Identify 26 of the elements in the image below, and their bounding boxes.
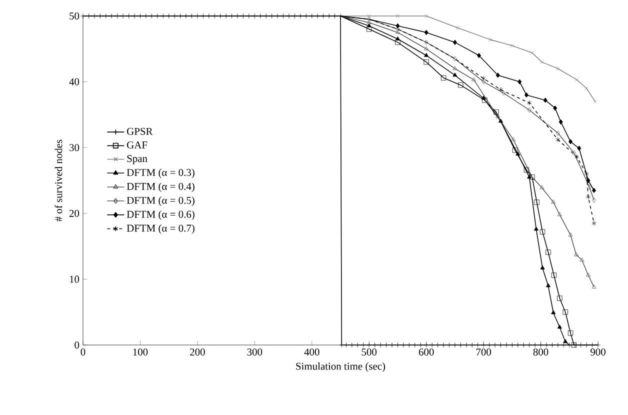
y-tick-label: 0 (74, 341, 80, 349)
x-tick-label: 300 (247, 348, 262, 356)
legend-label: DFTM (α = 0.4) (126, 182, 194, 192)
x-tick-label: 900 (590, 348, 606, 356)
y-tick-label: 30 (70, 144, 80, 152)
y-tick-label: 10 (70, 276, 80, 283)
x-tick-label: 600 (418, 348, 434, 356)
x-tick-label: 200 (190, 348, 205, 356)
x-tick-label: 700 (476, 348, 491, 356)
x-tick-label: 400 (304, 348, 320, 356)
legend-label: Span (127, 155, 148, 164)
y-axis-title: # of survived nodes (54, 140, 62, 222)
legend-label: DFTM (α = 0.6) (126, 210, 194, 220)
x-tick-label: 100 (133, 348, 148, 356)
legend-label: GAF (127, 141, 148, 148)
x-tick-label: 0 (80, 348, 86, 356)
x-axis-title: Simulation time (sec) (296, 362, 386, 372)
x-tick-label: 800 (533, 348, 548, 356)
x-tick-label: 500 (362, 348, 377, 356)
legend-label: GPSR (127, 128, 153, 135)
y-tick-label: 50 (70, 12, 80, 20)
legend-label: DFTM (α = 0.7) (126, 224, 194, 234)
legend-label: DFTM (α = 0.5) (126, 196, 194, 206)
y-tick-label: 40 (69, 78, 80, 86)
legend-label: DFTM (α = 0.3) (126, 168, 194, 178)
y-tick-label: 20 (69, 210, 80, 217)
